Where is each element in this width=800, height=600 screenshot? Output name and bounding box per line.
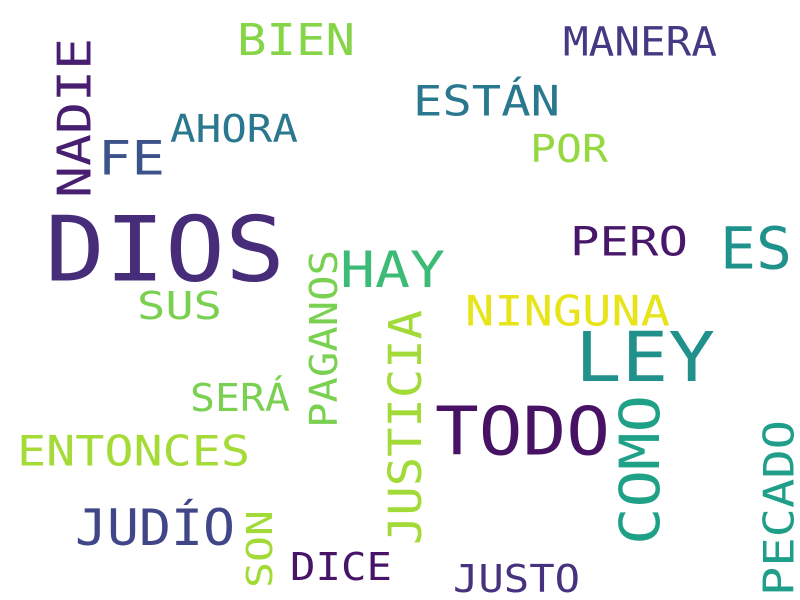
word-sus: SUS: [137, 283, 222, 329]
word-por: POR: [530, 126, 608, 172]
word-ahora: AHORA: [170, 106, 298, 152]
word-entonces: ENTONCES: [17, 426, 250, 476]
word-manera: MANERA: [563, 18, 717, 66]
word-dice: DICE: [290, 544, 392, 590]
word-pecado: PECADO: [754, 420, 800, 596]
word-fe: FE: [98, 130, 165, 186]
word-nadie: NADIE: [47, 37, 102, 198]
word-paganos: PAGANOS: [301, 250, 347, 428]
word-judio: JUDÍO: [75, 498, 235, 557]
word-sera: SERÁ: [190, 375, 290, 421]
word-estan: ESTÁN: [413, 76, 560, 126]
word-bien: BIEN: [237, 14, 355, 66]
word-pero: PERO: [570, 218, 688, 266]
word-dios: DIOS: [45, 196, 285, 303]
word-son: SON: [238, 510, 281, 588]
word-todo: TODO: [435, 391, 610, 471]
word-hay: HAY: [340, 240, 445, 299]
word-ninguna: NINGUNA: [465, 286, 670, 336]
word-justo: JUSTO: [453, 556, 580, 600]
word-como: COMO: [608, 395, 673, 545]
word-es: ES: [720, 214, 792, 283]
word-ley: LEY: [575, 316, 715, 398]
word-justicia: JUSTICIA: [378, 310, 432, 545]
